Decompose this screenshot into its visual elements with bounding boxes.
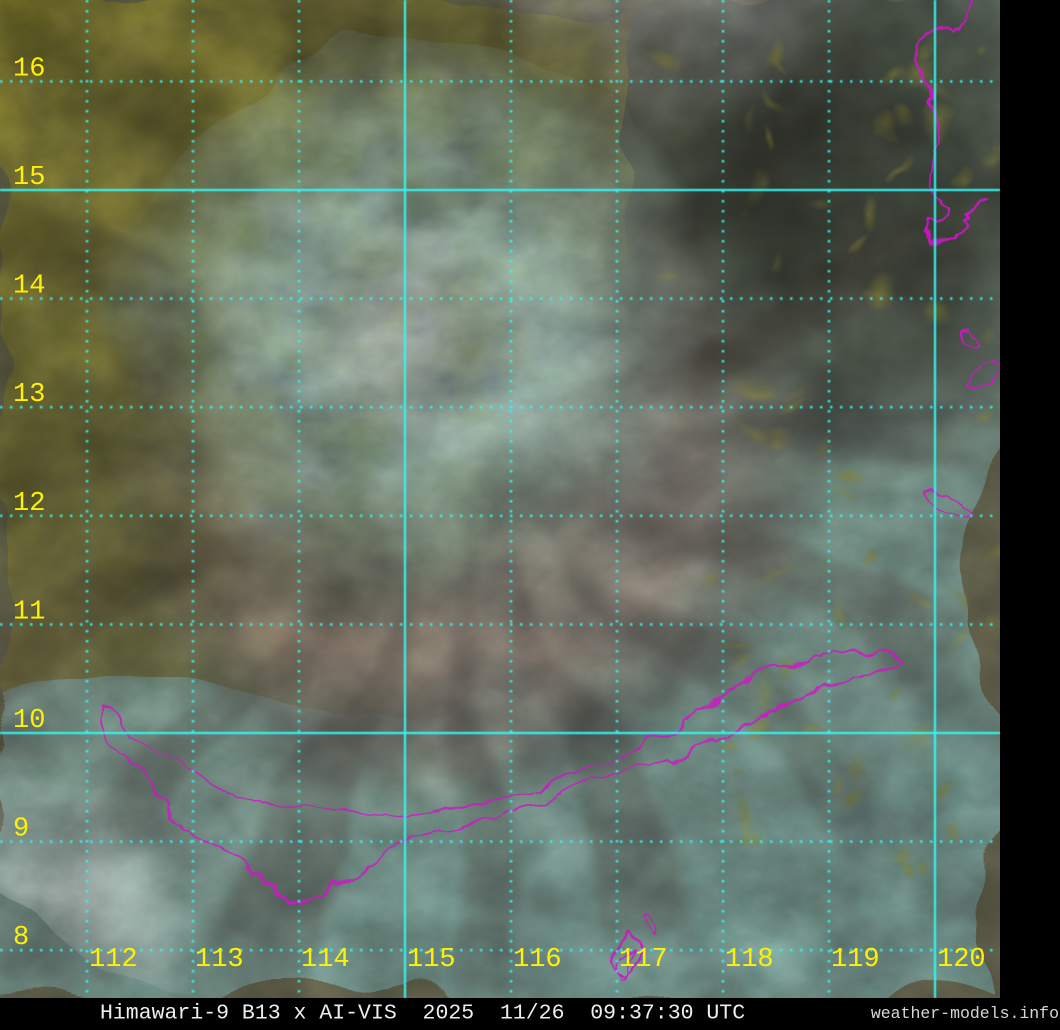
svg-text:10: 10 [13,706,45,736]
svg-text:15: 15 [13,163,45,193]
svg-text:11: 11 [13,597,45,627]
svg-text:117: 117 [619,945,668,975]
svg-text:9: 9 [13,815,29,845]
svg-text:13: 13 [13,380,45,410]
svg-text:14: 14 [13,272,45,302]
svg-text:112: 112 [89,945,138,975]
svg-text:118: 118 [725,945,774,975]
svg-text:114: 114 [301,945,350,975]
svg-text:16: 16 [13,54,45,84]
svg-text:119: 119 [831,945,880,975]
svg-text:115: 115 [407,945,456,975]
svg-text:113: 113 [195,945,244,975]
svg-text:8: 8 [13,923,29,953]
svg-text:12: 12 [13,489,45,519]
svg-text:120: 120 [937,945,986,975]
svg-text:116: 116 [513,945,562,975]
